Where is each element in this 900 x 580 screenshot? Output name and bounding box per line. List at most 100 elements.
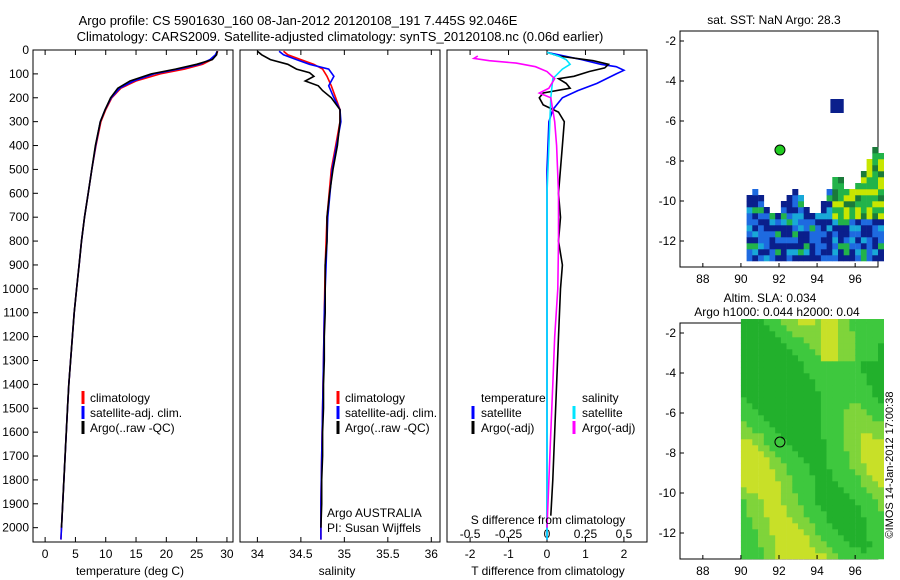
map-cell xyxy=(820,493,827,500)
map-cell xyxy=(780,463,787,470)
map-cell xyxy=(849,487,856,494)
x-tick-label: 15 xyxy=(129,547,143,561)
map-cell xyxy=(740,415,747,422)
map-cell xyxy=(838,379,844,386)
map-cell xyxy=(746,433,753,440)
sst-map-panel: sat. SST: NaN Argo: 28.3 88 90 92 94 96 -2 -4 -… xyxy=(659,13,884,286)
map-cell xyxy=(815,535,822,542)
map-cell xyxy=(809,547,816,554)
map-cell xyxy=(832,481,839,488)
map-cell xyxy=(860,457,867,464)
map-cell xyxy=(820,207,827,214)
map-cell xyxy=(775,225,782,232)
map-cell xyxy=(826,397,833,404)
map-cell xyxy=(860,367,867,374)
map-cell xyxy=(752,421,759,428)
figure-title-line2: Climatology: CARS2009. Satellite-adjuste… xyxy=(77,29,604,44)
map-cell xyxy=(763,427,770,434)
map-cell xyxy=(746,391,753,398)
map-cell xyxy=(775,475,782,482)
map-cell xyxy=(769,349,776,356)
map-cell xyxy=(872,469,879,476)
map-cell xyxy=(786,379,793,386)
map-cell xyxy=(860,231,867,238)
map-cell xyxy=(878,535,884,542)
map-cell xyxy=(780,553,787,560)
map-cell xyxy=(838,409,844,416)
map-cell xyxy=(855,355,862,362)
map-cell xyxy=(843,493,850,500)
map-cell xyxy=(866,481,873,488)
map-cell xyxy=(775,457,782,464)
map-cell xyxy=(866,177,873,184)
map-cell xyxy=(855,391,862,398)
salinity-panel: 34 34.5 35 35.5 36 climatology satellite-adj… xyxy=(239,49,441,578)
map-cell xyxy=(809,427,816,434)
y-tick-label: 200 xyxy=(9,91,29,105)
map-cell xyxy=(826,493,833,500)
map-cell xyxy=(740,403,747,410)
map-cell xyxy=(740,385,747,392)
map-cell xyxy=(832,451,839,458)
map-cell xyxy=(838,439,844,446)
map-cell xyxy=(792,379,799,386)
map-cell xyxy=(872,231,879,238)
map-cell xyxy=(780,421,787,428)
map-cell xyxy=(792,481,799,488)
map-cell xyxy=(860,373,867,380)
map-cell xyxy=(746,325,753,332)
map-cell xyxy=(798,325,804,332)
map-cell xyxy=(838,493,844,500)
map-cell xyxy=(792,451,799,458)
map-cell xyxy=(826,427,833,434)
map-cell xyxy=(878,177,884,184)
map-cell xyxy=(798,529,804,536)
map-cell xyxy=(860,439,867,446)
series-line-argo-raw-qc- xyxy=(256,50,341,528)
map-cell xyxy=(803,237,810,244)
map-cell xyxy=(786,319,793,326)
map-cell xyxy=(803,355,810,362)
map-cell xyxy=(860,505,867,512)
map-cell xyxy=(838,361,844,368)
map-cell xyxy=(809,493,816,500)
map-cell xyxy=(832,427,839,434)
map-cell xyxy=(792,325,799,332)
map-cell xyxy=(838,183,844,190)
map-cell xyxy=(769,517,776,524)
map-cell xyxy=(803,255,810,262)
map-cell xyxy=(798,385,804,392)
map-cell xyxy=(843,523,850,530)
map-cell xyxy=(820,499,827,506)
map-cell xyxy=(815,427,822,434)
map-cell xyxy=(826,529,833,536)
temperature-difference-label: T difference from climatology xyxy=(471,564,625,578)
map-cell xyxy=(843,433,850,440)
map-cell xyxy=(860,481,867,488)
x-tick-label: 20 xyxy=(160,547,174,561)
map-cell xyxy=(815,439,822,446)
map-cell xyxy=(815,213,822,220)
map-cell xyxy=(872,183,879,190)
map-cell xyxy=(758,349,765,356)
map-cell xyxy=(780,225,787,232)
map-cell xyxy=(752,535,759,542)
map-cell xyxy=(809,505,816,512)
map-cell xyxy=(855,523,862,530)
y-tick-label: 400 xyxy=(9,139,29,153)
map-cell xyxy=(878,517,884,524)
map-cell xyxy=(832,349,839,356)
map-cell xyxy=(843,409,850,416)
map-cell xyxy=(786,403,793,410)
map-cell xyxy=(792,487,799,494)
map-cell xyxy=(826,499,833,506)
map-cell xyxy=(780,231,787,238)
map-cell xyxy=(798,421,804,428)
x-tick-label: 88 xyxy=(696,564,710,578)
temperature-x-axis: 0 5 10 15 20 25 30 xyxy=(42,50,234,561)
map-cell xyxy=(752,319,759,326)
map-cell xyxy=(769,397,776,404)
map-cell xyxy=(878,481,884,488)
map-cell xyxy=(752,517,759,524)
map-cell xyxy=(769,367,776,374)
